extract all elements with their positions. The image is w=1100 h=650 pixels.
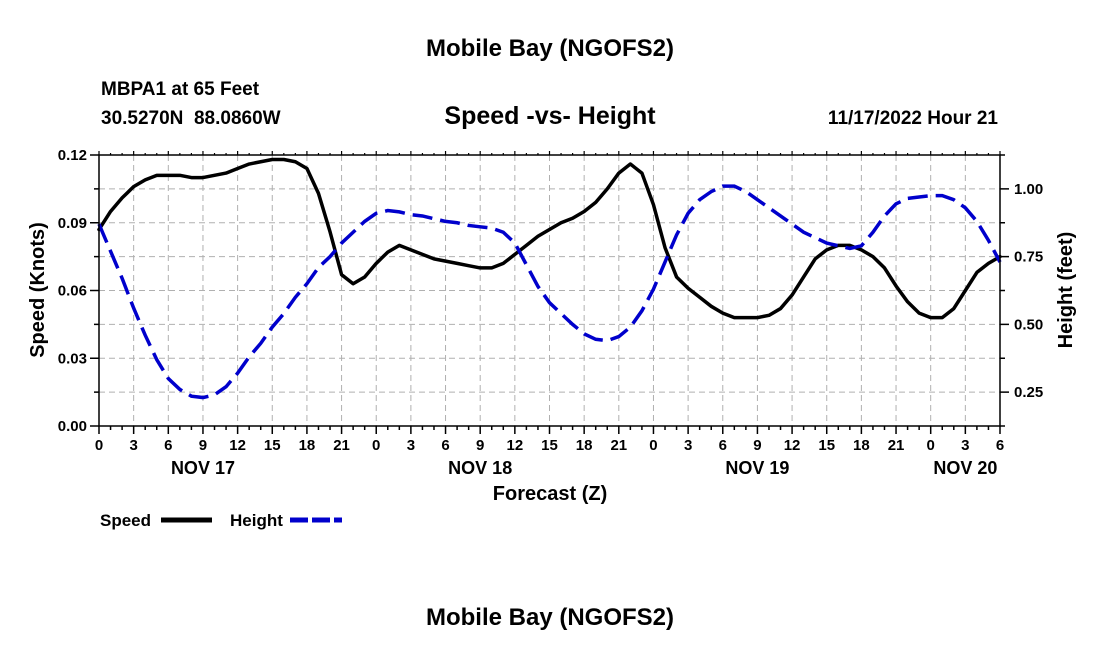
height-series [97,184,1002,400]
x-tick-label: 15 [818,437,835,454]
x-tick-label: 9 [199,437,207,454]
station-label: MBPA1 at 65 Feet [101,79,260,100]
x-tick-label: 6 [164,437,172,454]
chart-subtitle: Speed -vs- Height [444,102,656,130]
x-tick-label: 3 [961,437,969,454]
right-tick-label: 0.75 [1014,249,1043,266]
x-tick-label: 12 [507,437,524,454]
x-tick-label: 3 [129,437,137,454]
left-axis-title: Speed (Knots) [27,222,49,358]
date-label: NOV 19 [725,458,789,478]
x-tick-label: 12 [784,437,801,454]
date-label: NOV 20 [933,458,997,478]
legend-height-label: Height [230,511,283,530]
left-tick-label: 0.09 [58,215,87,232]
x-tick-label: 12 [229,437,246,454]
legend-speed-label: Speed [100,511,151,530]
right-axis-title: Height (feet) [1055,232,1077,349]
x-tick-label: 21 [333,437,350,454]
x-tick-label: 15 [541,437,558,454]
x-tick-label: 21 [888,437,905,454]
right-tick-label: 1.00 [1014,181,1043,198]
right-tick-label: 0.50 [1014,316,1043,333]
x-tick-label: 9 [476,437,484,454]
timestamp-label: 11/17/2022 Hour 21 [828,108,998,129]
date-label: NOV 18 [448,458,512,478]
right-axis-ticks: 0.25 0.50 0.75 1.00 [1000,154,1043,427]
x-tick-label: 3 [407,437,415,454]
legend: Speed Height [100,511,342,530]
x-axis-ticks: 0 3 6 9 12 15 18 21 0 3 6 9 12 15 18 21 0 3 6 9 12 15 18 21 0 3 6 [95,151,1004,454]
x-tick-label: 15 [264,437,281,454]
left-axis-ticks: 0.00 0.03 0.06 0.09 0.12 [58,147,99,435]
x-tick-label: 0 [649,437,657,454]
x-tick-label: 0 [372,437,380,454]
x-tick-label: 18 [576,437,593,454]
x-tick-label: 6 [441,437,449,454]
left-tick-label: 0.00 [58,418,87,435]
date-labels: NOV 17 NOV 18 NOV 19 NOV 20 [171,458,997,478]
left-tick-label: 0.03 [58,350,87,367]
x-tick-label: 18 [853,437,870,454]
x-axis-title: Forecast (Z) [493,483,607,505]
grid [99,155,1000,426]
chart-title: Mobile Bay (NGOFS2) [426,35,674,62]
height-line [97,184,1002,400]
x-tick-label: 21 [610,437,627,454]
x-tick-label: 18 [299,437,316,454]
date-label: NOV 17 [171,458,235,478]
speed-series [97,157,1002,320]
x-tick-label: 9 [753,437,761,454]
left-tick-label: 0.06 [58,283,87,300]
x-tick-label: 0 [95,437,103,454]
x-tick-label: 6 [996,437,1004,454]
right-tick-label: 0.25 [1014,384,1043,401]
speed-line [97,157,1002,320]
footer-title: Mobile Bay (NGOFS2) [426,604,674,631]
x-tick-label: 6 [719,437,727,454]
x-tick-label: 0 [927,437,935,454]
x-tick-label: 3 [684,437,692,454]
left-tick-label: 0.12 [58,147,87,164]
coordinates-label: 30.5270N 88.0860W [101,108,281,129]
